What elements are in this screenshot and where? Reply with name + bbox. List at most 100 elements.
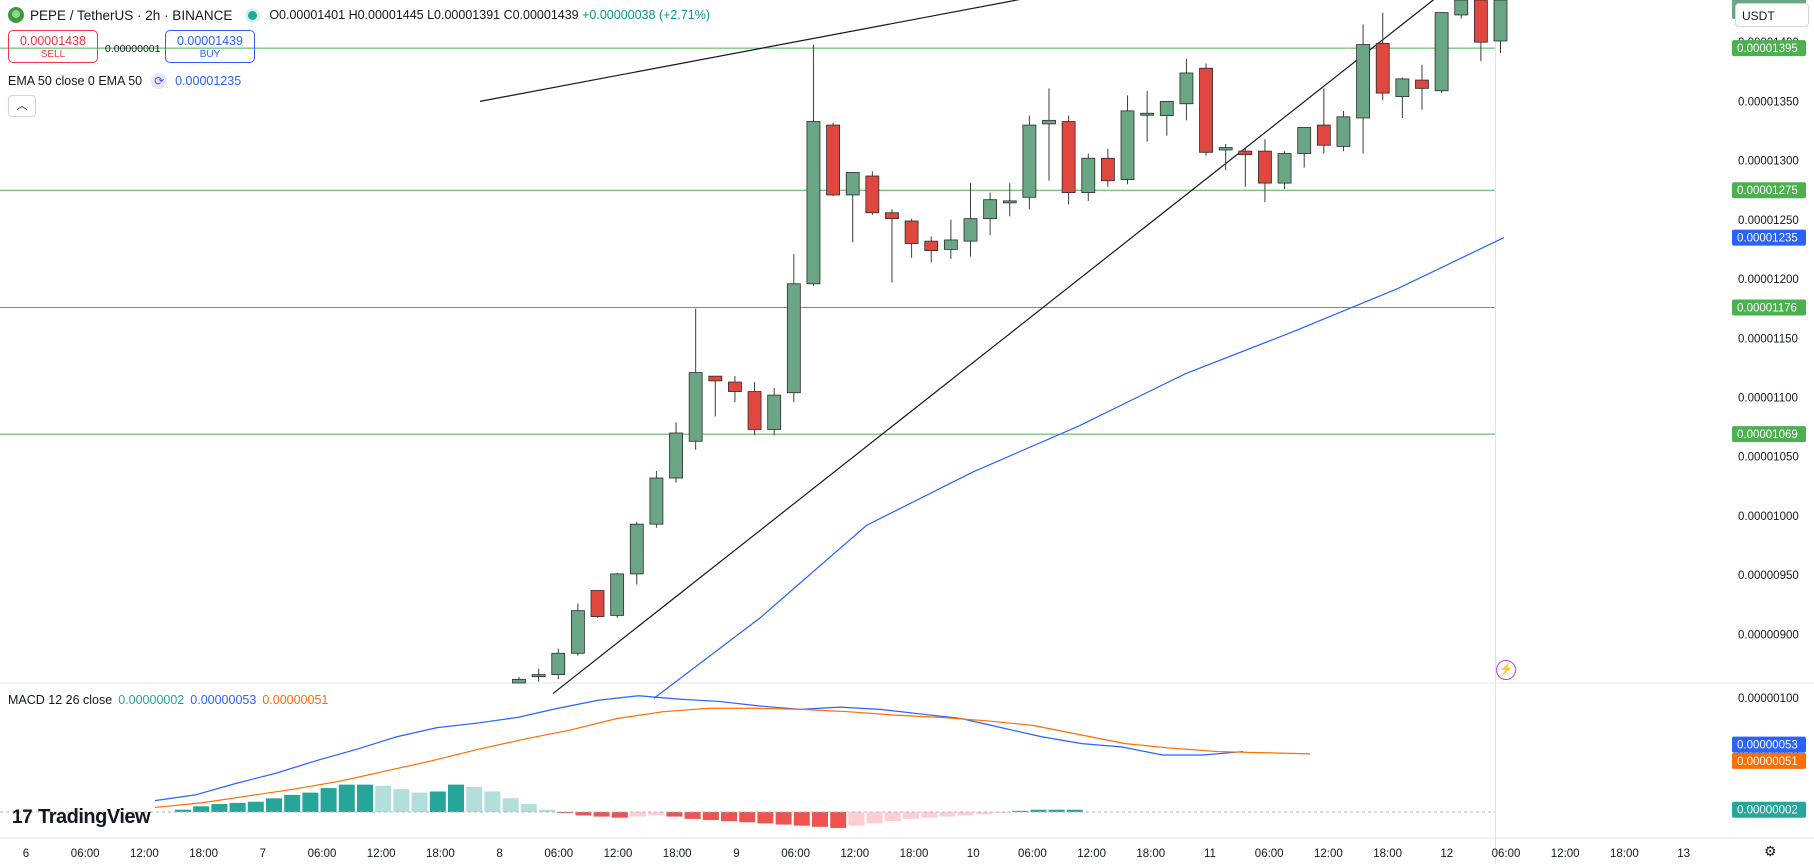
candle	[1218, 147, 1233, 151]
macd-histogram-bar	[539, 809, 555, 812]
chevron-up-icon[interactable]: ︿	[8, 95, 36, 117]
pepe-coin-icon	[8, 7, 24, 23]
price-level-badge	[1732, 229, 1806, 246]
time-tick-label: 06:00	[308, 848, 337, 860]
currency-select[interactable]: USDT	[1735, 3, 1809, 27]
candle	[1395, 78, 1410, 98]
sell-label: SELL	[40, 49, 66, 60]
macd-histogram-bar	[721, 812, 737, 822]
time-tick-label: 06:00	[544, 848, 573, 860]
tradingview-logo[interactable]: 17 TradingView	[12, 806, 151, 828]
sell-price: 0.00001438	[19, 34, 87, 48]
market-open-icon	[248, 10, 258, 20]
macd-histogram-bar	[812, 812, 828, 827]
candle	[610, 573, 625, 616]
candle	[512, 678, 526, 684]
time-tick-label: 12:00	[604, 848, 633, 860]
macd-histogram-bar	[502, 798, 519, 812]
candle	[963, 218, 978, 242]
candle	[1120, 110, 1135, 180]
macd-histogram-bar	[957, 812, 974, 816]
sell-button[interactable]: 0.00001438 SELL	[8, 30, 98, 63]
resistance-trendline	[479, 0, 1021, 102]
price-tick-label: 0.00001250	[1738, 215, 1799, 227]
macd-histogram-bar	[247, 801, 264, 812]
macd-histogram-bar	[266, 798, 282, 812]
time-tick-label: 12:00	[130, 848, 159, 860]
time-tick-label: 11	[1204, 848, 1216, 860]
price-tick-label: 0.00000900	[1738, 629, 1799, 641]
time-tick-label: 8	[496, 848, 502, 860]
macd-value-badge	[1732, 736, 1806, 753]
price-tick-label: 0.00001050	[1738, 452, 1799, 464]
candle	[1375, 42, 1390, 94]
macd-histogram-bar	[848, 812, 865, 826]
price-change: +0.00000038 (+2.71%)	[582, 8, 711, 22]
macd-histogram-bar	[484, 791, 501, 812]
macd-histogram-bar	[320, 788, 337, 812]
macd-histogram-bar	[1012, 810, 1029, 812]
price-tick-label: 0.00001100	[1738, 392, 1798, 404]
macd-value-badge	[1732, 752, 1806, 769]
candle	[904, 220, 919, 244]
candle	[885, 212, 899, 220]
candle	[649, 477, 664, 525]
macd-histogram-bar	[1066, 809, 1083, 812]
candle	[708, 375, 723, 382]
price-level-badge	[1732, 426, 1806, 443]
symbol-title[interactable]: PEPE / TetherUS · 2h · BINANCE	[30, 7, 233, 23]
time-tick-label: 9	[733, 848, 739, 860]
candle	[1101, 157, 1115, 182]
candle	[728, 381, 742, 392]
macd-histogram-bar	[520, 804, 537, 812]
macd-value-badge-label: 0.00000051	[1737, 756, 1798, 768]
candle	[669, 432, 683, 479]
candle	[983, 199, 998, 220]
current-price-label: 0.00001439	[1737, 0, 1798, 3]
sync-icon[interactable]: ⟳	[151, 73, 168, 89]
ema-label: EMA 50 close 0 EMA 50	[8, 74, 143, 88]
settings-gear-icon[interactable]: ⚙	[1764, 843, 1777, 859]
ema-legend[interactable]: EMA 50 close 0 EMA 50 ⟳ 0.00001235	[8, 73, 241, 89]
time-tick-label: 18:00	[663, 848, 692, 860]
macd-line-value: 0.00000053	[190, 693, 257, 707]
macd-legend[interactable]: MACD 12 26 close 0.00000002 0.00000053 0.00…	[8, 693, 328, 707]
macd-histogram-bar	[1048, 809, 1065, 812]
macd-histogram-bar	[884, 812, 901, 822]
time-tick-label: 12	[1440, 848, 1453, 860]
lightning-icon[interactable]: ⚡	[1496, 660, 1516, 680]
macd-label: MACD 12 26 close	[8, 693, 113, 707]
macd-histogram-bar	[775, 812, 792, 825]
price-level-badge	[1732, 40, 1806, 57]
candle	[806, 121, 821, 285]
macd-histogram-bar	[284, 794, 301, 812]
candle	[845, 172, 860, 196]
candle	[865, 175, 880, 214]
candle	[1002, 200, 1017, 204]
candle	[1081, 157, 1096, 193]
macd-histogram-bar	[994, 812, 1010, 814]
macd-value-badge-label: 0.00000053	[1737, 740, 1798, 752]
macd-histogram-bar	[684, 812, 701, 819]
macd-histogram-bar	[866, 812, 883, 824]
candle	[1061, 121, 1076, 193]
candle	[826, 124, 840, 196]
candle	[1258, 150, 1272, 184]
macd-histogram-bar	[393, 789, 410, 812]
buy-button[interactable]: 0.00001439 BUY	[165, 30, 255, 63]
price-level-badge-label: 0.00001395	[1737, 43, 1798, 55]
candle	[1297, 127, 1312, 154]
time-tick-label: 12:00	[367, 848, 396, 860]
macd-histogram-bar	[921, 812, 938, 818]
macd-histogram-bar	[375, 785, 392, 812]
tradingview-mark-icon: 17	[12, 806, 33, 828]
macd-histogram-bar	[411, 792, 428, 812]
time-tick-label: 6	[23, 848, 29, 860]
macd-histogram-bar	[975, 812, 992, 815]
macd-histogram-bar	[630, 812, 646, 817]
price-level-badge-label: 0.00001176	[1737, 302, 1797, 314]
macd-histogram-bar	[429, 791, 446, 812]
candle	[1199, 67, 1213, 153]
price-tick-label: 0.00000950	[1738, 570, 1799, 582]
